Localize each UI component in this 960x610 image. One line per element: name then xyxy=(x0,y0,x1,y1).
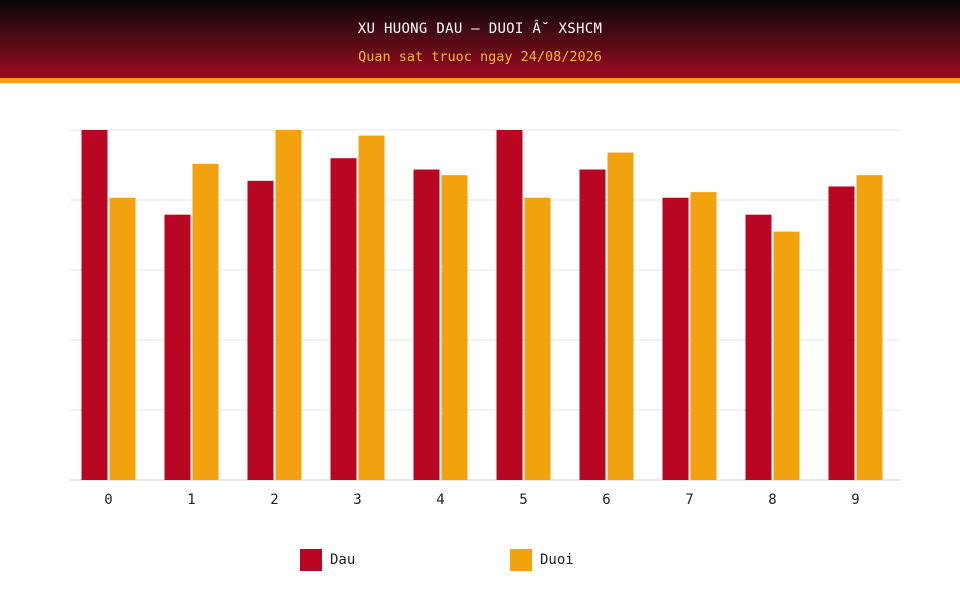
bar-dau-1[interactable] xyxy=(164,214,191,480)
bar-duoi-9[interactable] xyxy=(856,175,883,480)
bar-dau-2[interactable] xyxy=(247,180,274,480)
x-tick-label: 3 xyxy=(353,492,361,508)
bar-duoi-7[interactable] xyxy=(690,192,717,480)
x-tick-labels: 0 1 2 3 4 5 6 7 8 9 xyxy=(104,492,859,508)
bar-duoi-6[interactable] xyxy=(607,152,634,481)
bar-duoi-3[interactable] xyxy=(358,135,385,481)
bar-duoi-0[interactable] xyxy=(109,197,136,480)
x-tick-label: 9 xyxy=(851,492,859,508)
bar-dau-3[interactable] xyxy=(330,158,357,480)
x-tick-label: 2 xyxy=(270,492,278,508)
legend-swatch-dau xyxy=(300,549,322,571)
bar-dau-4[interactable] xyxy=(413,169,440,481)
legend-label-duoi: Duoi xyxy=(540,552,574,568)
bars xyxy=(81,130,883,481)
bar-duoi-8[interactable] xyxy=(773,231,800,480)
legend-label-dau: Dau xyxy=(330,552,356,568)
bar-dau-7[interactable] xyxy=(662,197,689,480)
x-tick-label: 0 xyxy=(104,492,112,508)
x-tick-label: 1 xyxy=(187,492,195,508)
chart-title: XU HUONG DAU – DUOI Â˘ XSHCM xyxy=(357,21,603,37)
legend-swatch-duoi xyxy=(510,549,532,571)
x-tick-label: 5 xyxy=(519,492,527,508)
x-tick-label: 6 xyxy=(602,492,610,508)
chart-header xyxy=(0,0,960,78)
chart-subtitle: Quan sat truoc ngay 24/08/2026 xyxy=(358,49,602,65)
bar-duoi-2[interactable] xyxy=(275,130,302,480)
bar-dau-8[interactable] xyxy=(745,214,772,480)
bar-dau-9[interactable] xyxy=(828,186,855,481)
bar-duoi-4[interactable] xyxy=(441,175,468,480)
bar-duoi-5[interactable] xyxy=(524,197,551,480)
x-tick-label: 8 xyxy=(768,492,776,508)
bar-dau-5[interactable] xyxy=(496,130,523,480)
bar-dau-0[interactable] xyxy=(81,130,108,480)
header-stripe xyxy=(0,78,960,83)
x-tick-label: 7 xyxy=(685,492,693,508)
bar-duoi-1[interactable] xyxy=(192,163,219,480)
x-tick-label: 4 xyxy=(436,492,444,508)
bar-dau-6[interactable] xyxy=(579,169,606,481)
